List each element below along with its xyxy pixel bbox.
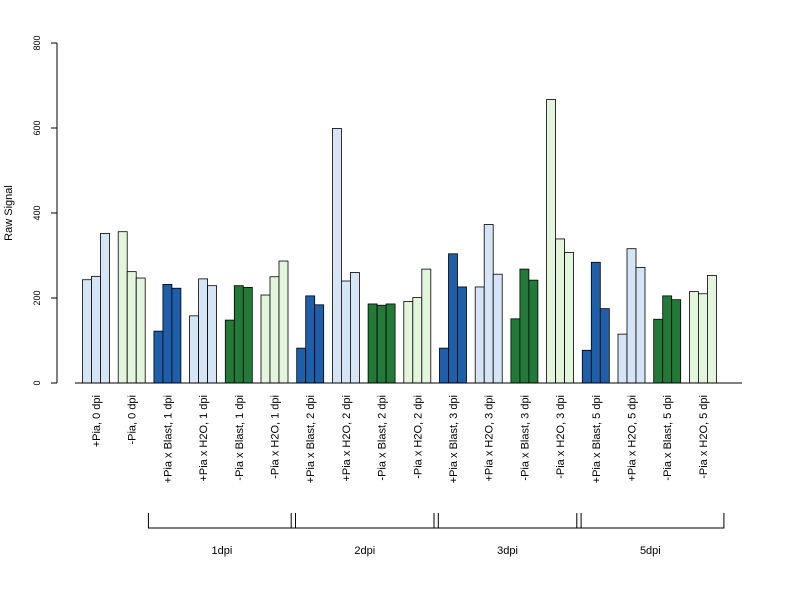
bar (528, 279, 539, 384)
y-tick-label: 600 (32, 120, 42, 135)
bar (91, 275, 101, 384)
bar (448, 253, 458, 384)
bar (483, 224, 494, 384)
bar (171, 287, 182, 384)
bar (510, 318, 521, 384)
bar (376, 304, 387, 384)
y-tick-label: 200 (32, 290, 42, 305)
x-tick-label: +Pia x H2O, 3 dpi (484, 395, 496, 482)
y-tick-label: 0 (32, 380, 42, 385)
bar (403, 300, 414, 384)
bar (698, 293, 708, 384)
bar (546, 99, 556, 384)
bar (707, 275, 717, 384)
bar (340, 280, 351, 384)
bar (349, 272, 360, 384)
y-axis-label: Raw Signal (3, 185, 15, 241)
x-tick-label: -Pia x Blast, 3 dpi (519, 395, 531, 481)
x-tick-label: +Pia x H2O, 1 dpi (198, 395, 210, 482)
bar (117, 231, 128, 384)
bar (474, 286, 485, 384)
x-tick-label: -Pia x H2O, 1 dpi (270, 395, 282, 479)
x-tick-label: +Pia x Blast, 1 dpi (162, 395, 174, 483)
bar (126, 271, 137, 384)
bar (162, 283, 173, 384)
group-bracket (290, 513, 439, 529)
bar (617, 333, 628, 384)
group-brackets: 1dpi 2dpi 3dpi 5dpi (147, 513, 725, 557)
y-tick-label: 800 (32, 35, 42, 50)
bar (269, 276, 280, 384)
x-tick-label: -Pia x Blast, 5 dpi (662, 395, 674, 481)
bar (599, 308, 610, 384)
bar (305, 295, 316, 384)
group-label: 1dpi (212, 545, 233, 557)
group-bracket (576, 513, 725, 529)
bar (492, 273, 503, 384)
bar (296, 347, 307, 384)
bar (153, 330, 164, 384)
bar (100, 232, 110, 384)
x-tick-label: +Pia, 0 dpi (91, 395, 103, 447)
bars (82, 99, 717, 384)
group-label: 2dpi (354, 545, 375, 557)
bar (314, 304, 325, 384)
bar (331, 128, 342, 384)
x-axis-labels: +Pia, 0 dpi -Pia, 0 dpi +Pia x Blast, 1 dp… (91, 395, 710, 483)
bar (198, 278, 209, 384)
bar (457, 286, 467, 384)
x-tick-label: -Pia x H2O, 5 dpi (698, 395, 710, 479)
bar (135, 277, 146, 384)
bar (207, 285, 218, 384)
group-bracket (433, 513, 582, 529)
x-tick-label: -Pia x H2O, 3 dpi (555, 395, 567, 479)
group-label: 5dpi (640, 545, 661, 557)
x-tick-label: -Pia x Blast, 2 dpi (377, 395, 389, 481)
bar (278, 260, 289, 384)
bar (581, 349, 592, 384)
bar (590, 261, 601, 384)
bar (626, 248, 637, 384)
x-tick-label: -Pia, 0 dpi (127, 395, 139, 445)
x-tick-label: +Pia x H2O, 2 dpi (341, 395, 353, 482)
bar (189, 315, 200, 384)
bar (82, 279, 92, 384)
bar (233, 285, 244, 384)
x-tick-label: +Pia x Blast, 3 dpi (448, 395, 460, 483)
bar (242, 286, 253, 384)
group-label: 3dpi (497, 545, 518, 557)
group-bracket (147, 513, 296, 529)
bar (662, 295, 673, 384)
bar (439, 347, 449, 384)
bar (421, 268, 432, 384)
bar (367, 303, 378, 384)
bar (260, 294, 271, 384)
bar (224, 319, 235, 384)
y-axis: 0 200 400 600 800 (32, 35, 58, 386)
x-tick-label: +Pia x Blast, 2 dpi (305, 395, 317, 483)
x-tick-label: +Pia x H2O, 5 dpi (627, 395, 639, 482)
x-tick-label: -Pia x Blast, 1 dpi (234, 395, 246, 481)
bar (519, 268, 530, 384)
x-tick-label: +Pia x Blast, 5 dpi (591, 395, 603, 483)
bar (635, 266, 646, 384)
bar (555, 238, 565, 384)
y-tick-label: 400 (32, 205, 42, 220)
bar (564, 252, 574, 384)
bar (653, 318, 664, 384)
x-tick-label: -Pia x H2O, 2 dpi (412, 395, 424, 479)
bar (689, 291, 699, 384)
bar (385, 303, 396, 384)
bar (671, 299, 682, 384)
bar (412, 297, 423, 384)
